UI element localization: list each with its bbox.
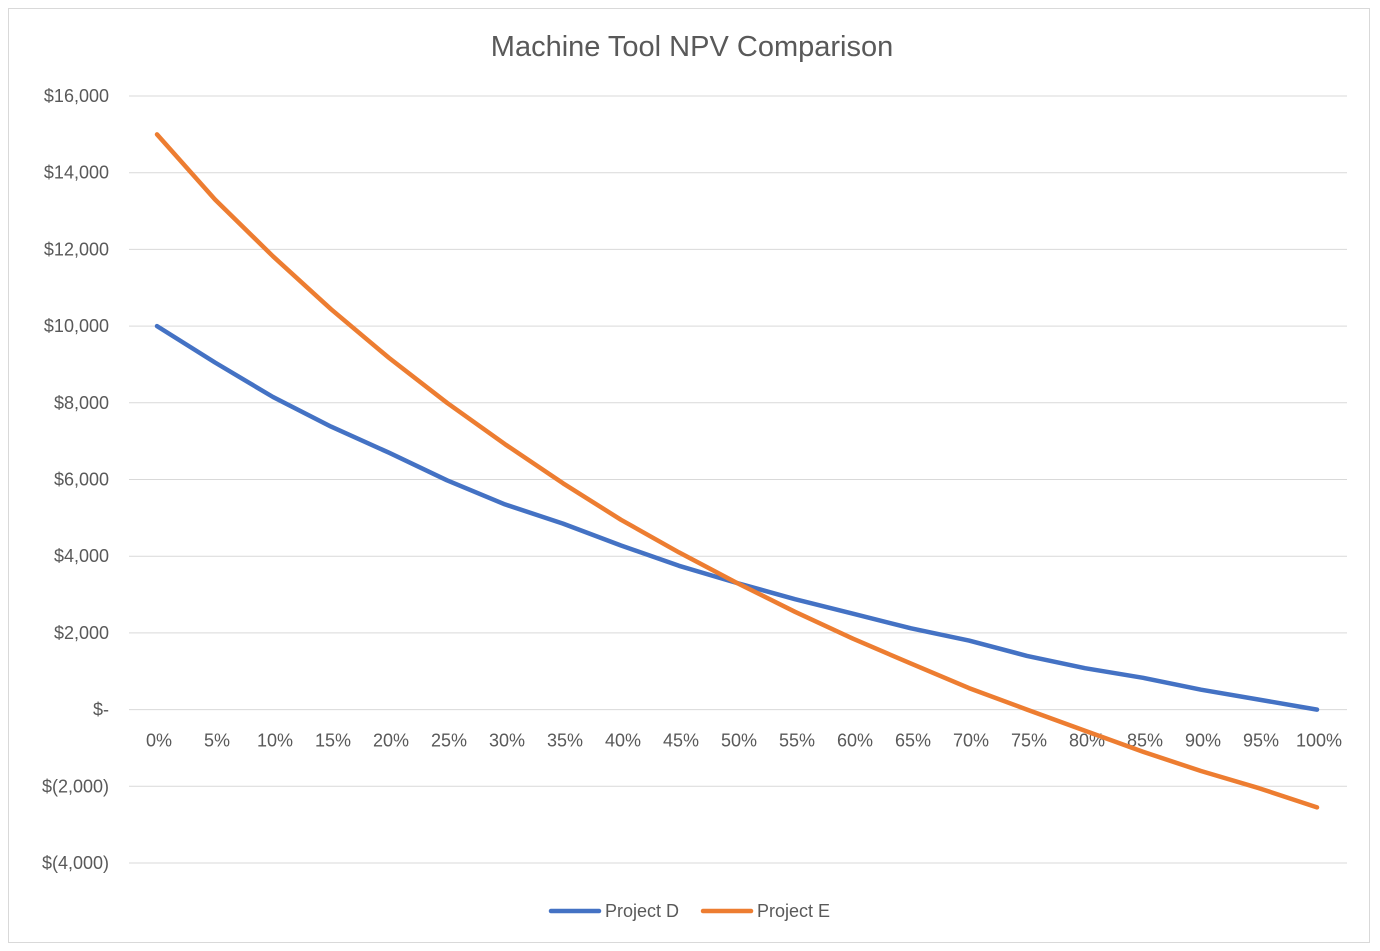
y-tick-label: $10,000: [44, 316, 109, 336]
x-tick-label: 60%: [837, 731, 873, 751]
legend: Project D Project E: [548, 901, 830, 921]
y-tick-label: $-: [93, 700, 109, 720]
y-axis-tick-labels: $16,000 $14,000 $12,000 $10,000 $8,000 $6,000…: [42, 86, 109, 873]
legend-label: Project D: [605, 901, 679, 921]
x-tick-label: 95%: [1243, 731, 1279, 751]
x-tick-label: 0%: [146, 731, 172, 751]
x-tick-label: 75%: [1011, 731, 1047, 751]
x-tick-label: 100%: [1296, 731, 1342, 751]
x-tick-label: 45%: [663, 731, 699, 751]
y-tick-label: $12,000: [44, 239, 109, 259]
y-tick-label: $(2,000): [42, 776, 109, 796]
y-tick-label: $16,000: [44, 86, 109, 106]
y-tick-label: $4,000: [54, 546, 109, 566]
x-tick-label: 30%: [489, 731, 525, 751]
x-tick-label: 65%: [895, 731, 931, 751]
y-tick-label: $(4,000): [42, 853, 109, 873]
y-tick-label: $8,000: [54, 393, 109, 413]
y-tick-label: $6,000: [54, 470, 109, 490]
series-line-project-e: [154, 132, 1320, 810]
npv-line-chart: Machine Tool NPV Comparison $16,000 $14,0…: [42, 31, 1347, 921]
x-tick-label: 10%: [257, 731, 293, 751]
x-tick-label: 5%: [204, 731, 230, 751]
x-tick-label: 70%: [953, 731, 989, 751]
x-tick-label: 90%: [1185, 731, 1221, 751]
x-tick-label: 35%: [547, 731, 583, 751]
series-line-project-d: [154, 323, 1320, 712]
x-tick-label: 15%: [315, 731, 351, 751]
x-axis-tick-labels: 0% 5% 10% 15% 20% 25% 30% 35% 40% 45% 50% 55% 60% 65%…: [146, 731, 1342, 751]
x-tick-label: 85%: [1127, 731, 1163, 751]
series-lines: [154, 132, 1320, 810]
y-tick-label: $2,000: [54, 623, 109, 643]
x-tick-label: 25%: [431, 731, 467, 751]
chart-frame: Machine Tool NPV Comparison $16,000 $14,0…: [8, 8, 1370, 943]
gridlines: [129, 95, 1347, 864]
x-tick-label: 55%: [779, 731, 815, 751]
x-tick-label: 20%: [373, 731, 409, 751]
x-tick-label: 40%: [605, 731, 641, 751]
x-tick-label: 50%: [721, 731, 757, 751]
y-tick-label: $14,000: [44, 163, 109, 183]
legend-label: Project E: [757, 901, 830, 921]
chart-title: Machine Tool NPV Comparison: [491, 31, 893, 63]
